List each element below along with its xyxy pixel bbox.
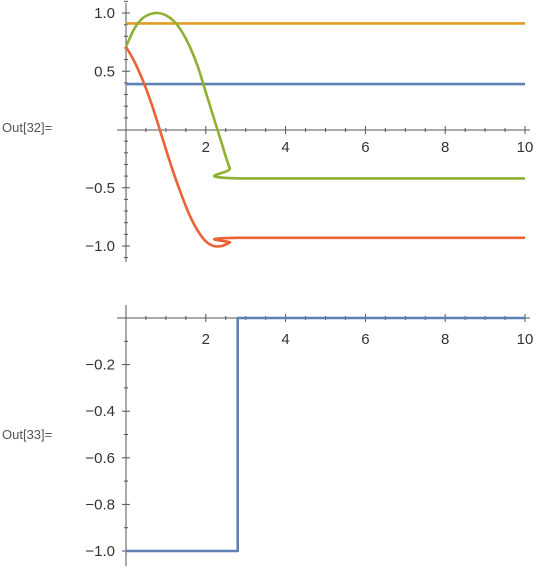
x-tick-label: 8 (441, 331, 449, 348)
out-label-32: Out[32]= (2, 120, 53, 135)
y-tick-label: −0.6 (85, 450, 115, 467)
plot-out-32: 2 4 6 8 10 1.0 0.5 −0.5 −1.0 (85, 0, 534, 262)
x-tick-label: 10 (517, 139, 534, 156)
y-tick-label: 1.0 (94, 5, 115, 22)
series-line-2 (124, 11, 525, 180)
y-tick-label: −0.2 (85, 357, 115, 374)
y-tick-label: 0.5 (94, 63, 115, 80)
y-tick-label: −0.8 (85, 496, 115, 513)
y-tick-label: −0.5 (85, 180, 115, 197)
y-tick-label: −1.0 (85, 543, 115, 560)
x-tick-label: 2 (202, 139, 210, 156)
y-tick-label: −1.0 (85, 238, 115, 255)
x-tick-label: 4 (281, 139, 289, 156)
x-tick-label: 10 (517, 331, 534, 348)
x-tick-label: 6 (361, 139, 369, 156)
out-label-33: Out[33]= (2, 427, 53, 442)
x-tick-label: 8 (441, 139, 449, 156)
x-tick-label: 4 (281, 331, 289, 348)
series-line-0 (126, 316, 525, 553)
y-tick-label: −0.4 (85, 403, 115, 420)
x-tick-label: 6 (361, 331, 369, 348)
plot-out-33: 2 4 6 8 10 −0.2 −0.4 −0.6 −0.8 −1.0 (85, 305, 533, 566)
series-line-3 (124, 46, 525, 248)
x-tick-label: 2 (202, 331, 210, 348)
